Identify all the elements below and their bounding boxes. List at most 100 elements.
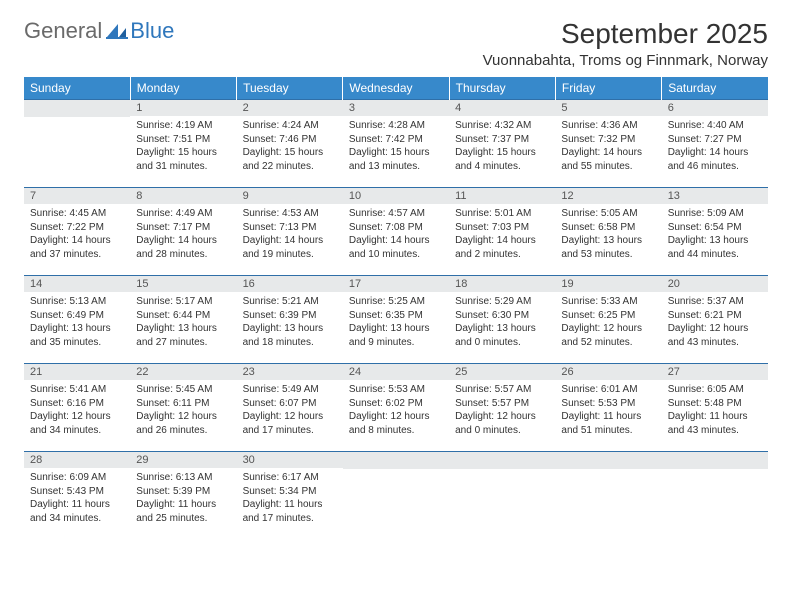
sunrise-text: Sunrise: 6:17 AM — [243, 471, 337, 485]
day-number: 9 — [237, 188, 343, 204]
day-number: 26 — [555, 364, 661, 380]
day-number — [662, 452, 768, 469]
day-number: 12 — [555, 188, 661, 204]
daylight-text: Daylight: 12 hours and 34 minutes. — [30, 410, 124, 437]
day-number — [343, 452, 449, 469]
sunrise-text: Sunrise: 5:01 AM — [455, 207, 549, 221]
daylight-text: Daylight: 12 hours and 8 minutes. — [349, 410, 443, 437]
calendar-day-cell: 15Sunrise: 5:17 AMSunset: 6:44 PMDayligh… — [130, 276, 236, 364]
weekday-header: Thursday — [449, 77, 555, 100]
calendar-body: 1Sunrise: 4:19 AMSunset: 7:51 PMDaylight… — [24, 100, 768, 540]
sunset-text: Sunset: 7:22 PM — [30, 221, 124, 235]
day-details: Sunrise: 4:40 AMSunset: 7:27 PMDaylight:… — [662, 116, 768, 177]
daylight-text: Daylight: 13 hours and 44 minutes. — [668, 234, 762, 261]
location-subtitle: Vuonnabahta, Troms og Finnmark, Norway — [483, 52, 768, 69]
sunset-text: Sunset: 7:08 PM — [349, 221, 443, 235]
calendar-day-cell: 26Sunrise: 6:01 AMSunset: 5:53 PMDayligh… — [555, 364, 661, 452]
calendar-day-cell — [343, 452, 449, 540]
sunset-text: Sunset: 5:57 PM — [455, 397, 549, 411]
calendar-week-row: 14Sunrise: 5:13 AMSunset: 6:49 PMDayligh… — [24, 276, 768, 364]
calendar-day-cell: 28Sunrise: 6:09 AMSunset: 5:43 PMDayligh… — [24, 452, 130, 540]
day-number: 19 — [555, 276, 661, 292]
day-details: Sunrise: 6:09 AMSunset: 5:43 PMDaylight:… — [24, 468, 130, 529]
daylight-text: Daylight: 11 hours and 17 minutes. — [243, 498, 337, 525]
sunrise-text: Sunrise: 4:24 AM — [243, 119, 337, 133]
day-number: 15 — [130, 276, 236, 292]
sunset-text: Sunset: 5:48 PM — [668, 397, 762, 411]
sunrise-text: Sunrise: 5:05 AM — [561, 207, 655, 221]
calendar-day-cell: 8Sunrise: 4:49 AMSunset: 7:17 PMDaylight… — [130, 188, 236, 276]
sunrise-text: Sunrise: 4:53 AM — [243, 207, 337, 221]
calendar-day-cell: 17Sunrise: 5:25 AMSunset: 6:35 PMDayligh… — [343, 276, 449, 364]
calendar-week-row: 7Sunrise: 4:45 AMSunset: 7:22 PMDaylight… — [24, 188, 768, 276]
sunrise-text: Sunrise: 4:45 AM — [30, 207, 124, 221]
sunset-text: Sunset: 7:51 PM — [136, 133, 230, 147]
sunrise-text: Sunrise: 5:57 AM — [455, 383, 549, 397]
sunrise-text: Sunrise: 4:32 AM — [455, 119, 549, 133]
day-number: 21 — [24, 364, 130, 380]
day-details: Sunrise: 4:57 AMSunset: 7:08 PMDaylight:… — [343, 204, 449, 265]
day-details: Sunrise: 5:21 AMSunset: 6:39 PMDaylight:… — [237, 292, 343, 353]
daylight-text: Daylight: 11 hours and 51 minutes. — [561, 410, 655, 437]
sunrise-text: Sunrise: 5:21 AM — [243, 295, 337, 309]
day-number: 22 — [130, 364, 236, 380]
day-details: Sunrise: 5:57 AMSunset: 5:57 PMDaylight:… — [449, 380, 555, 441]
calendar-day-cell: 11 Sunrise: 5:01 AMSunset: 7:03 PMDayligh… — [449, 188, 555, 276]
calendar-day-cell: 1Sunrise: 4:19 AMSunset: 7:51 PMDaylight… — [130, 100, 236, 188]
day-details: Sunrise: 4:32 AMSunset: 7:37 PMDaylight:… — [449, 116, 555, 177]
day-number: 23 — [237, 364, 343, 380]
day-number — [24, 100, 130, 117]
day-number: 4 — [449, 100, 555, 116]
sunrise-text: Sunrise: 5:29 AM — [455, 295, 549, 309]
daylight-text: Daylight: 15 hours and 4 minutes. — [455, 146, 549, 173]
daylight-text: Daylight: 12 hours and 0 minutes. — [455, 410, 549, 437]
daylight-text: Daylight: 14 hours and 2 minutes. — [455, 234, 549, 261]
sunset-text: Sunset: 5:34 PM — [243, 485, 337, 499]
daylight-text: Daylight: 11 hours and 34 minutes. — [30, 498, 124, 525]
page-title: September 2025 — [483, 18, 768, 50]
daylight-text: Daylight: 11 hours and 43 minutes. — [668, 410, 762, 437]
sunset-text: Sunset: 6:21 PM — [668, 309, 762, 323]
logo-word2: Blue — [130, 18, 174, 44]
calendar-day-cell: 22Sunrise: 5:45 AMSunset: 6:11 PMDayligh… — [130, 364, 236, 452]
daylight-text: Daylight: 11 hours and 25 minutes. — [136, 498, 230, 525]
day-number: 28 — [24, 452, 130, 468]
sunset-text: Sunset: 6:58 PM — [561, 221, 655, 235]
calendar-week-row: 21Sunrise: 5:41 AMSunset: 6:16 PMDayligh… — [24, 364, 768, 452]
sunrise-text: Sunrise: 6:09 AM — [30, 471, 124, 485]
calendar-day-cell: 24Sunrise: 5:53 AMSunset: 6:02 PMDayligh… — [343, 364, 449, 452]
calendar-day-cell: 4Sunrise: 4:32 AMSunset: 7:37 PMDaylight… — [449, 100, 555, 188]
day-number: 24 — [343, 364, 449, 380]
sunset-text: Sunset: 6:44 PM — [136, 309, 230, 323]
daylight-text: Daylight: 14 hours and 28 minutes. — [136, 234, 230, 261]
day-details: Sunrise: 5:53 AMSunset: 6:02 PMDaylight:… — [343, 380, 449, 441]
sunset-text: Sunset: 6:16 PM — [30, 397, 124, 411]
calendar-day-cell: 14Sunrise: 5:13 AMSunset: 6:49 PMDayligh… — [24, 276, 130, 364]
day-number: 5 — [555, 100, 661, 116]
calendar-table: Sunday Monday Tuesday Wednesday Thursday… — [24, 77, 768, 540]
sunrise-text: Sunrise: 5:53 AM — [349, 383, 443, 397]
sunrise-text: Sunrise: 5:09 AM — [668, 207, 762, 221]
sunset-text: Sunset: 5:43 PM — [30, 485, 124, 499]
daylight-text: Daylight: 15 hours and 22 minutes. — [243, 146, 337, 173]
calendar-day-cell: 29Sunrise: 6:13 AMSunset: 5:39 PMDayligh… — [130, 452, 236, 540]
calendar-day-cell — [449, 452, 555, 540]
day-details: Sunrise: 6:01 AMSunset: 5:53 PMDaylight:… — [555, 380, 661, 441]
day-number: 8 — [130, 188, 236, 204]
daylight-text: Daylight: 12 hours and 52 minutes. — [561, 322, 655, 349]
sunset-text: Sunset: 6:49 PM — [30, 309, 124, 323]
day-number: 11 — [449, 188, 555, 204]
sunset-text: Sunset: 7:03 PM — [455, 221, 549, 235]
sunset-text: Sunset: 6:11 PM — [136, 397, 230, 411]
day-details: Sunrise: 4:36 AMSunset: 7:32 PMDaylight:… — [555, 116, 661, 177]
sunrise-text: Sunrise: 4:49 AM — [136, 207, 230, 221]
daylight-text: Daylight: 12 hours and 17 minutes. — [243, 410, 337, 437]
sunrise-text: Sunrise: 4:40 AM — [668, 119, 762, 133]
day-number: 16 — [237, 276, 343, 292]
sunrise-text: Sunrise: 6:01 AM — [561, 383, 655, 397]
day-details: Sunrise: 5:41 AMSunset: 6:16 PMDaylight:… — [24, 380, 130, 441]
calendar-day-cell: 12Sunrise: 5:05 AMSunset: 6:58 PMDayligh… — [555, 188, 661, 276]
day-number — [449, 452, 555, 469]
day-number: 2 — [237, 100, 343, 116]
daylight-text: Daylight: 13 hours and 18 minutes. — [243, 322, 337, 349]
